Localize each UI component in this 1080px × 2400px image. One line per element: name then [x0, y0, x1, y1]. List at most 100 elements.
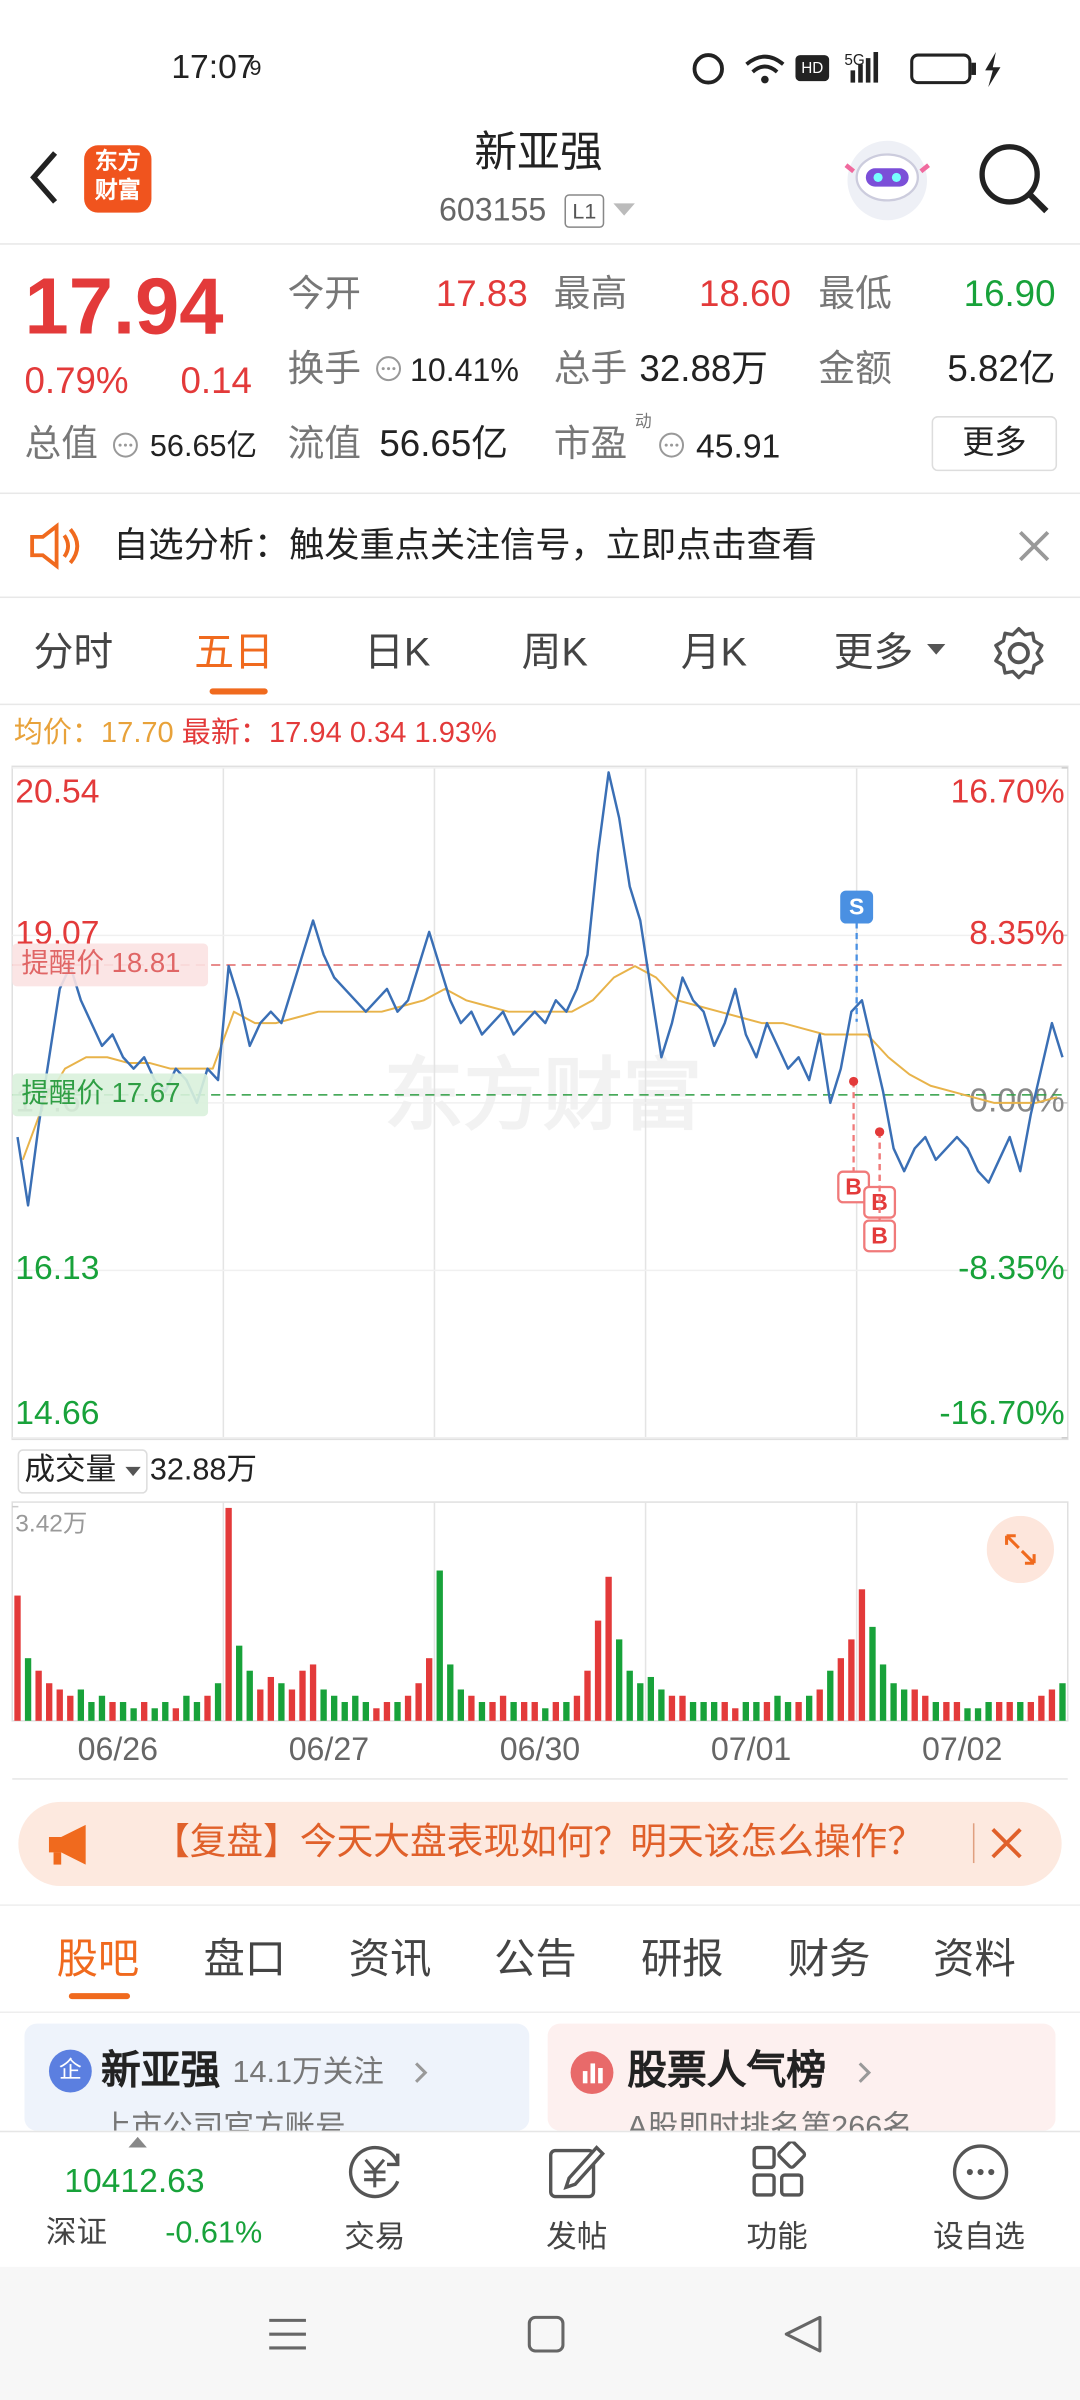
volume-bar [584, 1670, 591, 1721]
card-subtitle: 上市公司官方账号 [100, 2110, 346, 2131]
settings-button[interactable] [990, 624, 1048, 682]
card-icon: 企 [48, 2049, 92, 2093]
tab-underline [209, 688, 268, 695]
field-label: 最高 [553, 273, 628, 316]
volume-bar [267, 1676, 275, 1721]
post-icon[interactable] [545, 2141, 606, 2202]
volume-bar [489, 1702, 496, 1721]
last-price: 17.94 [24, 263, 224, 352]
trade-icon[interactable] [343, 2141, 410, 2202]
field-label: 总值 [24, 423, 98, 465]
card-title: 股票人气榜 [627, 2046, 827, 2093]
legend-label: 最新： [181, 717, 270, 750]
alert-label-name: 提醒价 [21, 1077, 104, 1108]
card-icon [570, 2051, 614, 2095]
divider [0, 703, 1080, 706]
level-badge: L1 [564, 194, 605, 228]
assistant-avatar[interactable] [841, 138, 933, 224]
content-tab-active[interactable]: 股吧 [56, 1936, 140, 1983]
volume-bar [478, 1702, 486, 1721]
info-icon[interactable] [112, 431, 140, 459]
banner-text[interactable]: 自选分析：触发重点关注信号，立即点击查看 [113, 524, 817, 565]
notice-text[interactable]: 【复盘】今天大盘表现如何？明天该怎么操作？ [152, 1821, 924, 1864]
info-icon[interactable] [658, 431, 686, 459]
volume-bar [426, 1658, 433, 1721]
period-tab[interactable]: 月K [680, 628, 748, 675]
period-tab-active[interactable]: 五日 [194, 628, 274, 675]
volume-bar [679, 1695, 686, 1721]
volume-bar [658, 1689, 665, 1721]
x-tick-label: 06/26 [78, 1731, 158, 1767]
volume-bar [109, 1702, 116, 1721]
dropdown-arrow [125, 1466, 141, 1477]
content-tab[interactable]: 资料 [933, 1936, 1016, 1983]
search-button[interactable] [976, 141, 1052, 217]
dropdown-arrow [613, 203, 635, 216]
alert-label-value: 17.67 [112, 1077, 181, 1108]
nav-label[interactable]: 交易 [344, 2220, 406, 2255]
field-label: 市盈 [553, 423, 628, 465]
notice-bar[interactable] [18, 1801, 1062, 1886]
volume-bar [373, 1708, 380, 1721]
volume-bar [309, 1664, 317, 1721]
card-meta: 14.1万关注 [232, 2055, 384, 2090]
field-value: 56.65亿 [379, 423, 508, 465]
x-tick-label: 06/27 [289, 1731, 369, 1767]
separator [972, 1823, 975, 1864]
system-nav-icons[interactable] [260, 2313, 826, 2359]
chevron [415, 2062, 428, 2083]
nav-label[interactable]: 发帖 [546, 2220, 608, 2255]
nav-label[interactable]: 设自选 [933, 2220, 1025, 2255]
period-tab[interactable]: 周K [521, 628, 588, 675]
volume-bar [721, 1702, 728, 1721]
period-tab[interactable]: 分时 [33, 628, 114, 675]
content-tab[interactable]: 盘口 [203, 1936, 287, 1983]
period-tab[interactable]: 更多 [833, 628, 914, 675]
volume-bar [563, 1702, 570, 1721]
field-value: 16.90 [963, 273, 1056, 316]
more-button[interactable]: 更多 [931, 416, 1058, 472]
content-tab[interactable]: 资讯 [348, 1936, 432, 1983]
status-icons: HD 5G [692, 52, 1001, 88]
svg-text:HD: HD [801, 60, 823, 77]
close-button[interactable] [1017, 529, 1051, 563]
volume-bar [837, 1658, 844, 1721]
volume-bar [14, 1595, 21, 1721]
field-value: 17.83 [435, 273, 528, 316]
index-value[interactable]: 10412.63 [64, 2161, 205, 2200]
field-value: 32.88万 [639, 348, 769, 391]
content-tab[interactable]: 公告 [494, 1936, 577, 1983]
alert-label: 提醒价 17.67 [21, 1077, 180, 1108]
y2-tick-label: -8.35% [958, 1250, 1065, 1287]
company-card[interactable]: 企 新亚强 14.1万关注 上市公司官方账号 [24, 2023, 530, 2131]
watchlist-icon[interactable] [950, 2141, 1011, 2202]
function-icon[interactable] [748, 2141, 809, 2202]
volume-bar [953, 1702, 961, 1721]
app-logo[interactable]: 东方 财富 [84, 145, 152, 213]
volume-bar [911, 1689, 918, 1721]
y2-tick-label: 8.35% [969, 915, 1064, 952]
content-tab[interactable]: 财务 [787, 1936, 871, 1983]
volume-bar [214, 1683, 222, 1721]
expand-button[interactable] [986, 1515, 1054, 1584]
volume-bar [457, 1689, 465, 1721]
legend-value: 1.93% [414, 717, 497, 750]
nav-label[interactable]: 功能 [746, 2220, 808, 2255]
field-value: 45.91 [696, 426, 781, 465]
ranking-card[interactable]: 股票人气榜 A股即时排名第266名 [547, 2023, 1056, 2131]
chevron [858, 2062, 872, 2083]
content-tab[interactable]: 研报 [640, 1936, 724, 1983]
field-label: 流值 [287, 423, 362, 465]
back-button[interactable] [21, 147, 67, 208]
volume-selector[interactable] [17, 1449, 148, 1494]
period-tab[interactable]: 日K [364, 628, 431, 675]
volume-bar [320, 1689, 327, 1721]
volume-bar [1027, 1702, 1034, 1721]
volume-total: 32.88万 [150, 1453, 257, 1487]
close-button[interactable] [990, 1826, 1024, 1860]
info-icon[interactable] [375, 355, 403, 383]
volume-bar [637, 1683, 644, 1721]
volume-bar [763, 1702, 771, 1721]
